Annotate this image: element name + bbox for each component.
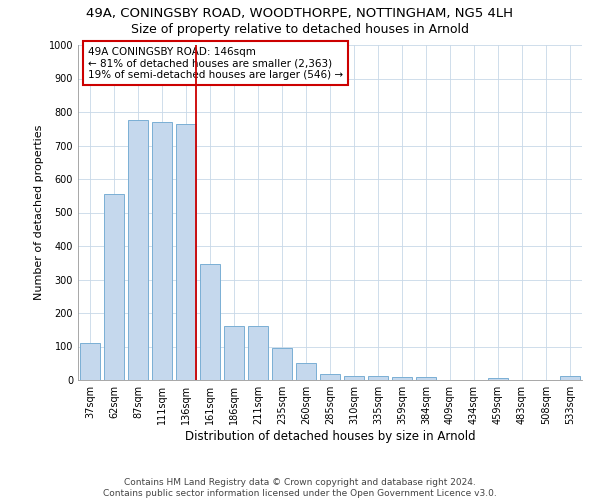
Bar bbox=[560, 376, 580, 380]
Text: 49A CONINGSBY ROAD: 146sqm
← 81% of detached houses are smaller (2,363)
19% of s: 49A CONINGSBY ROAD: 146sqm ← 81% of deta… bbox=[88, 46, 343, 80]
Bar bbox=[176, 124, 196, 380]
Bar bbox=[368, 376, 388, 380]
Text: 49A, CONINGSBY ROAD, WOODTHORPE, NOTTINGHAM, NG5 4LH: 49A, CONINGSBY ROAD, WOODTHORPE, NOTTING… bbox=[86, 8, 514, 20]
Bar bbox=[80, 343, 100, 380]
Bar bbox=[320, 374, 340, 380]
Bar bbox=[392, 376, 412, 380]
X-axis label: Distribution of detached houses by size in Arnold: Distribution of detached houses by size … bbox=[185, 430, 475, 443]
Bar bbox=[224, 326, 244, 380]
Bar bbox=[272, 348, 292, 380]
Bar bbox=[104, 194, 124, 380]
Bar bbox=[296, 363, 316, 380]
Bar bbox=[488, 378, 508, 380]
Bar bbox=[248, 326, 268, 380]
Bar bbox=[416, 378, 436, 380]
Bar bbox=[128, 120, 148, 380]
Text: Size of property relative to detached houses in Arnold: Size of property relative to detached ho… bbox=[131, 22, 469, 36]
Y-axis label: Number of detached properties: Number of detached properties bbox=[34, 125, 44, 300]
Bar bbox=[200, 264, 220, 380]
Bar bbox=[152, 122, 172, 380]
Bar bbox=[344, 376, 364, 380]
Text: Contains HM Land Registry data © Crown copyright and database right 2024.
Contai: Contains HM Land Registry data © Crown c… bbox=[103, 478, 497, 498]
